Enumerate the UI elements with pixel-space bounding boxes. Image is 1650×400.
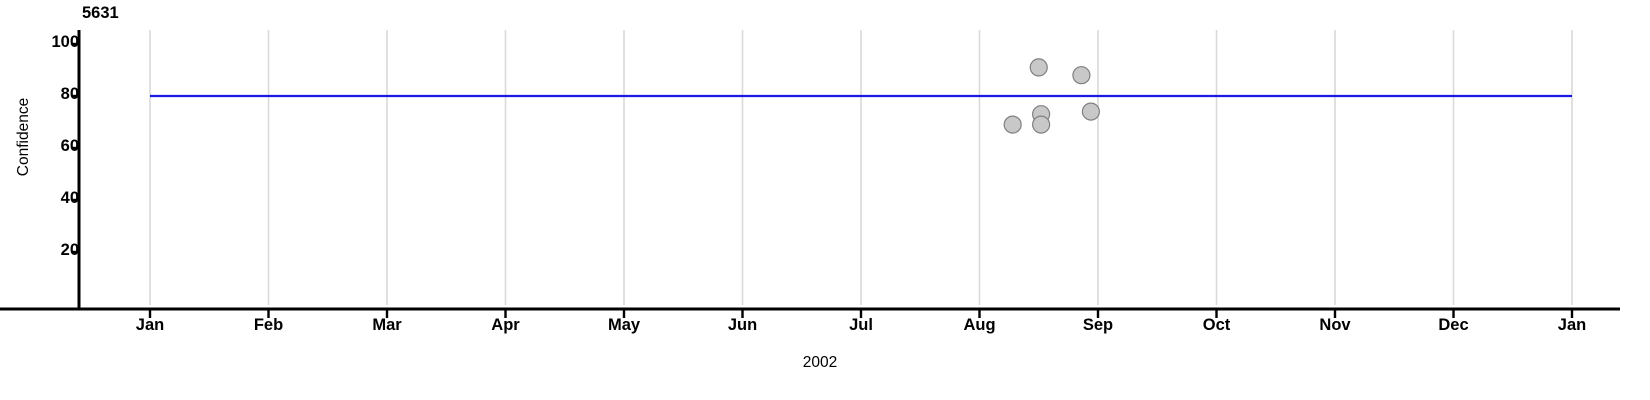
x-tick-label: Jan <box>1557 316 1587 334</box>
x-tick-label: Mar <box>372 316 402 334</box>
x-tick-label: Dec <box>1438 316 1469 334</box>
x-tick-label: Oct <box>1202 316 1231 334</box>
x-tick-label: Apr <box>491 316 520 334</box>
y-tick-label: 40 <box>60 189 79 207</box>
y-tick-label: 20 <box>60 241 79 259</box>
data-points <box>1003 58 1100 134</box>
x-tick-label: Feb <box>253 316 284 334</box>
x-tick-label: Jul <box>849 316 873 334</box>
x-tick-label: Sep <box>1082 316 1114 334</box>
x-tick-label: Nov <box>1319 316 1351 334</box>
x-tick-label: Aug <box>963 316 996 334</box>
y-tick-label: 100 <box>51 33 79 51</box>
x-tick-label: Jan <box>135 316 165 334</box>
gridlines <box>149 30 1573 305</box>
y-axis-tick-labels: 20 40 60 80 100 <box>0 0 79 400</box>
y-axis <box>72 30 81 309</box>
y-tick-label: 80 <box>60 85 79 103</box>
x-tick-label: Jun <box>727 316 758 334</box>
y-tick-label: 60 <box>60 137 79 155</box>
x-axis-title: 2002 <box>802 354 838 371</box>
chart-title: 5631 <box>82 4 119 22</box>
x-tick-label: May <box>607 316 641 334</box>
x-axis <box>0 307 1620 318</box>
